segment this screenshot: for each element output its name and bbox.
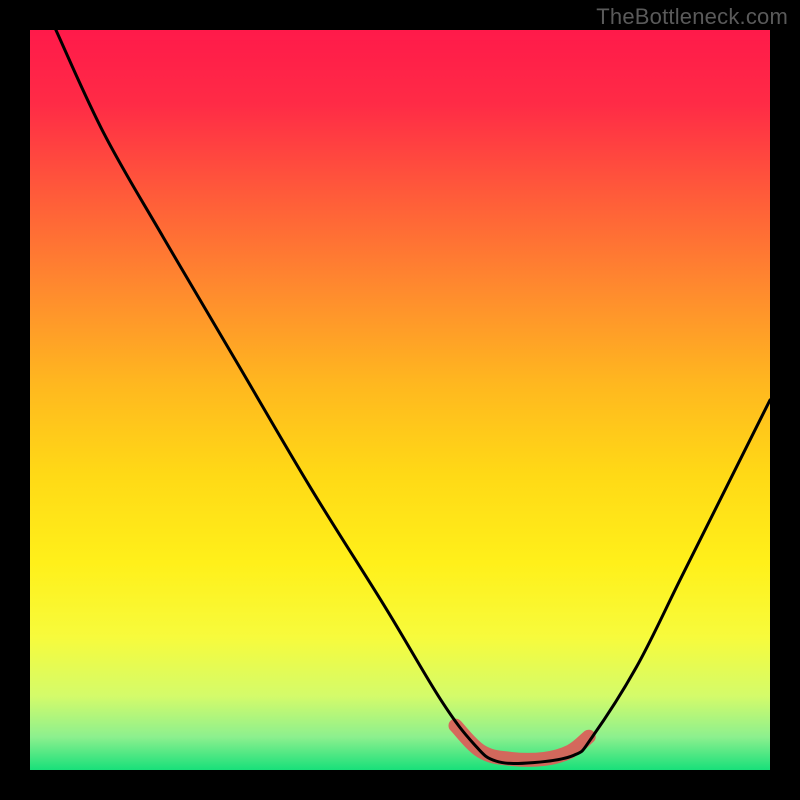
chart-stage: TheBottleneck.com (0, 0, 800, 800)
gradient-background (30, 30, 770, 770)
watermark-text: TheBottleneck.com (596, 4, 788, 30)
bottleneck-chart (0, 0, 800, 800)
